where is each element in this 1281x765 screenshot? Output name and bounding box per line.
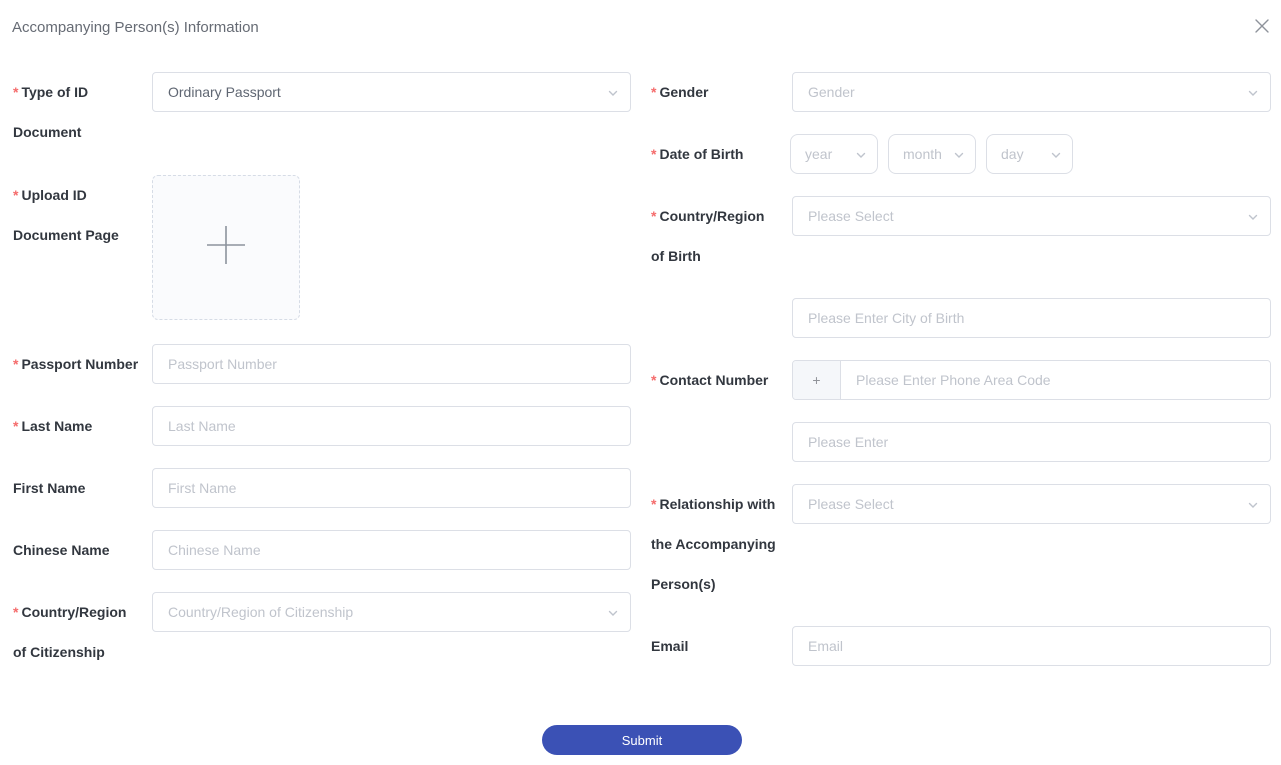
required-asterisk: * [13,604,19,620]
phone-number-input[interactable] [792,422,1271,462]
upload-id-label: * Upload ID Document Page [13,187,119,243]
required-asterisk: * [651,208,657,224]
chevron-down-icon [1246,86,1260,103]
email-label: Email [651,638,689,654]
date-of-birth-label: * Date of Birth [651,146,744,162]
dob-year-placeholder: year [805,146,833,162]
dob-month-placeholder: month [903,146,942,162]
passport-number-label: * Passport Number [13,356,139,372]
birth-country-placeholder: Please Select [808,208,894,224]
chinese-name-label: Chinese Name [13,542,110,558]
chevron-down-icon [606,606,620,623]
email-input[interactable] [792,626,1271,666]
relationship-label: * Relationship with the Accompanying Pers… [651,496,776,592]
type-of-id-select[interactable]: Ordinary Passport [152,72,631,112]
dialog-title: Accompanying Person(s) Information [12,19,259,36]
relationship-select[interactable]: Please Select [792,484,1271,524]
plus-icon [205,224,247,271]
chevron-down-icon [854,148,868,165]
gender-label: * Gender [651,84,709,100]
first-name-input[interactable] [152,468,631,508]
dob-year-select[interactable]: year [790,134,878,174]
chinese-name-input[interactable] [152,530,631,570]
contact-number-group: + [792,360,1271,400]
gender-placeholder: Gender [808,84,855,100]
last-name-label: * Last Name [13,418,93,434]
required-asterisk: * [651,146,657,162]
type-of-id-label: * Type of ID Document [13,84,89,140]
citizenship-placeholder: Country/Region of Citizenship [168,604,354,620]
birth-country-select[interactable]: Please Select [792,196,1271,236]
close-icon [1254,18,1270,39]
chevron-down-icon [1049,148,1063,165]
close-button[interactable] [1250,16,1274,40]
birth-country-label: * Country/Region of Birth [651,208,765,264]
last-name-input[interactable] [152,406,631,446]
gender-select[interactable]: Gender [792,72,1271,112]
required-asterisk: * [13,187,19,203]
chevron-down-icon [952,148,966,165]
birth-city-input[interactable] [792,298,1271,338]
required-asterisk: * [13,356,19,372]
required-asterisk: * [651,84,657,100]
contact-number-label: * Contact Number [651,372,769,388]
first-name-label: First Name [13,480,86,496]
required-asterisk: * [13,84,19,100]
chevron-down-icon [1246,498,1260,515]
citizenship-select[interactable]: Country/Region of Citizenship [152,592,631,632]
submit-button[interactable]: Submit [542,725,742,755]
chevron-down-icon [606,86,620,103]
upload-id-dropzone[interactable] [152,175,300,320]
phone-area-code-input[interactable] [841,361,1270,399]
chevron-down-icon [1246,210,1260,227]
required-asterisk: * [651,372,657,388]
required-asterisk: * [13,418,19,434]
phone-prefix-plus: + [793,361,841,399]
dob-day-select[interactable]: day [986,134,1073,174]
relationship-placeholder: Please Select [808,496,894,512]
type-of-id-value: Ordinary Passport [168,84,281,100]
required-asterisk: * [651,496,657,512]
dob-day-placeholder: day [1001,146,1024,162]
dob-month-select[interactable]: month [888,134,976,174]
citizenship-label: * Country/Region of Citizenship [13,604,127,660]
passport-number-input[interactable] [152,344,631,384]
